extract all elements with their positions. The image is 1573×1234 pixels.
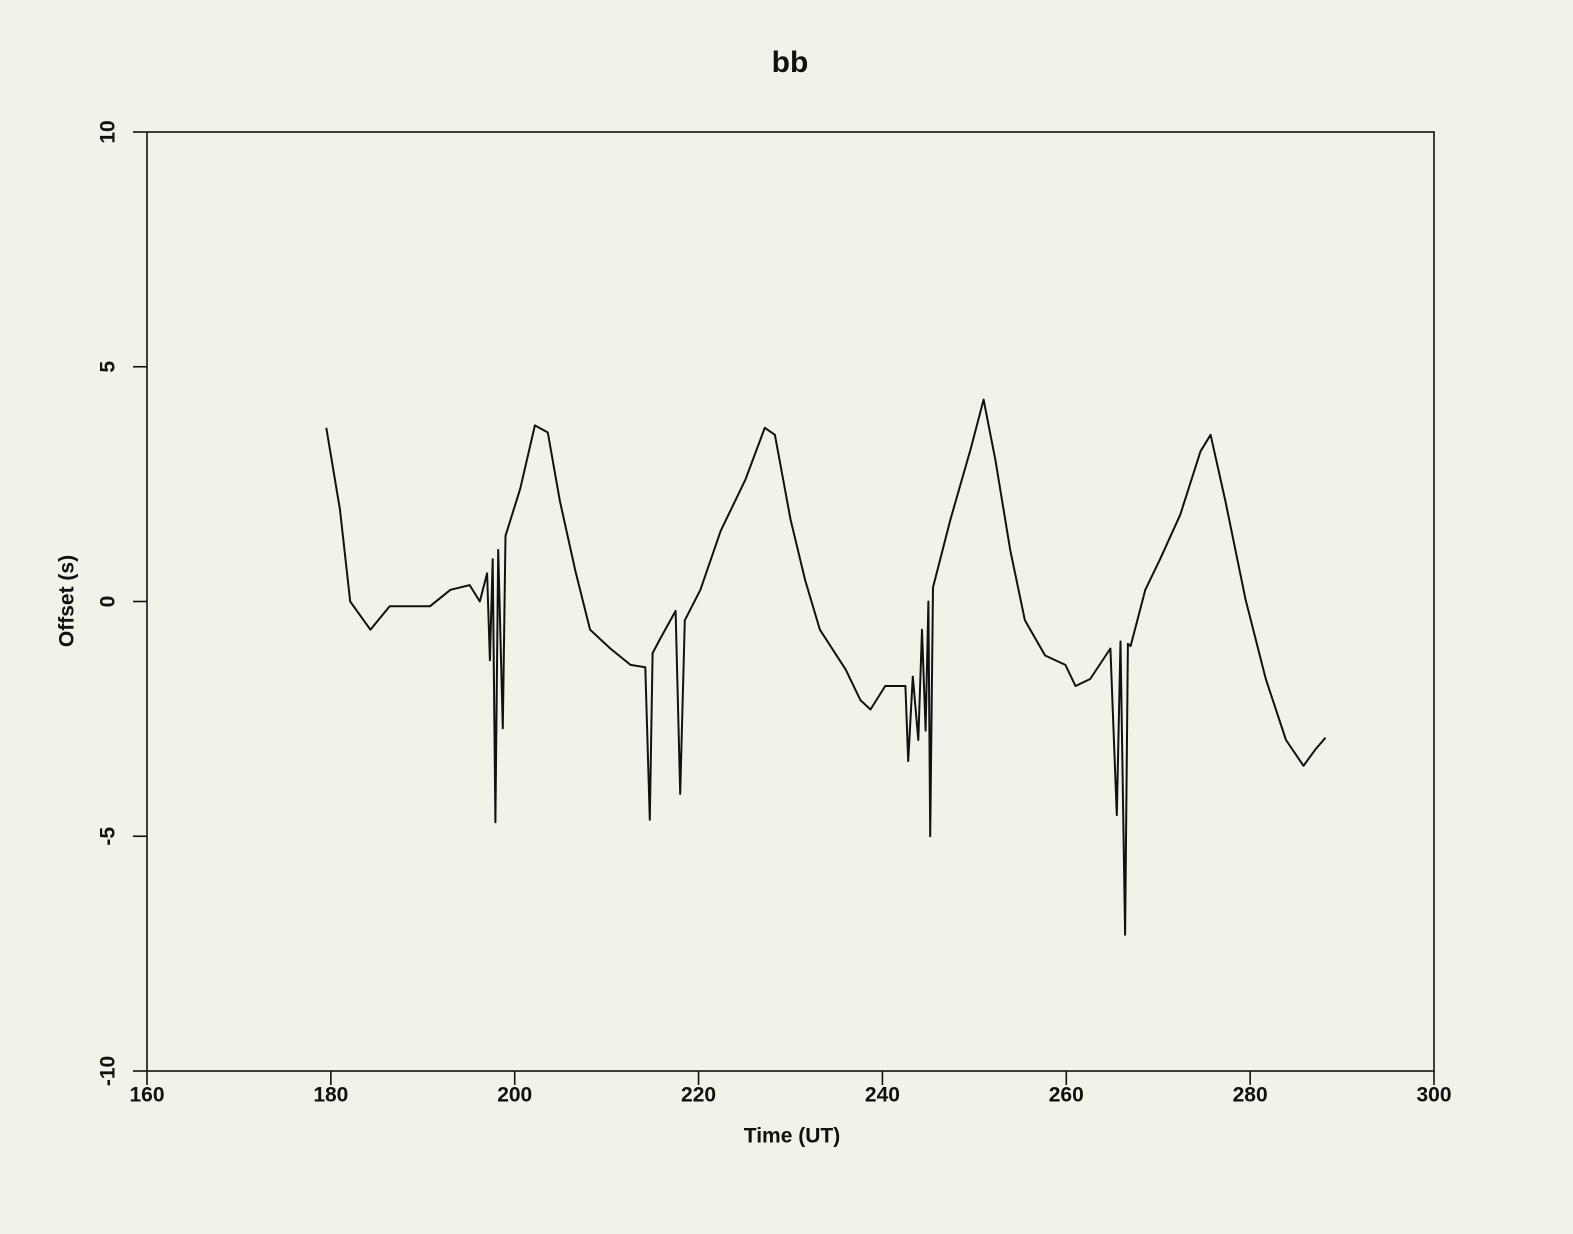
y-tick-label: 5 [97, 361, 120, 373]
x-tick-label: 260 [1049, 1084, 1084, 1107]
y-axis-label: Offset (s) [56, 555, 79, 647]
y-tick-label: 0 [97, 596, 120, 608]
y-tick-label: 10 [97, 120, 120, 143]
x-tick-label: 180 [313, 1084, 348, 1107]
x-tick-label: 220 [681, 1084, 716, 1107]
y-tick-label: -5 [97, 827, 120, 846]
x-axis-label: Time (UT) [744, 1125, 840, 1148]
x-tick-label: 200 [497, 1084, 532, 1107]
x-tick-label: 300 [1416, 1084, 1451, 1107]
data-line [325, 398, 1327, 936]
x-tick-label: 160 [129, 1084, 164, 1107]
y-tick-label: -10 [97, 1056, 120, 1086]
x-tick-label: 280 [1233, 1084, 1268, 1107]
chart-title: bb [772, 46, 809, 79]
x-tick-label: 240 [865, 1084, 900, 1107]
